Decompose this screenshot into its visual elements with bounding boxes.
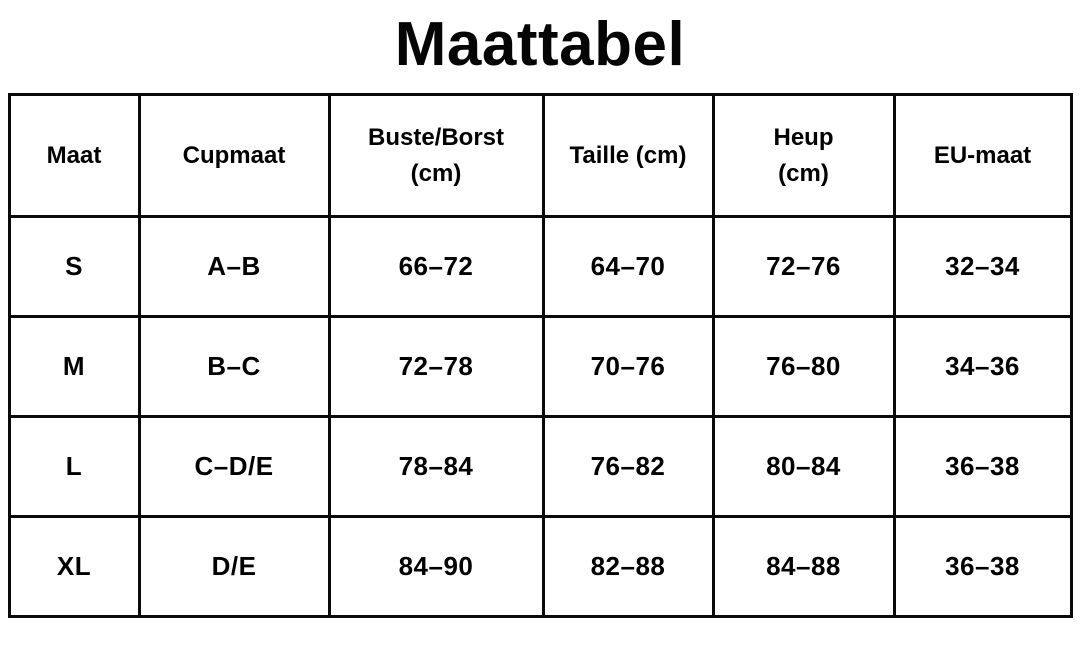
table-header-row: Maat Cupmaat Buste/Borst (cm) Taille (cm…: [7, 93, 1073, 219]
cell-eu-size: 36–38: [892, 415, 1073, 519]
cell-cup: D/E: [137, 515, 331, 619]
cell-waist: 64–70: [541, 215, 715, 319]
cell-hip: 80–84: [711, 415, 896, 519]
page-title: Maattabel: [394, 10, 686, 79]
cell-bust: 66–72: [327, 215, 545, 319]
cell-size: M: [7, 315, 141, 419]
table-row-xl: XL D/E 84–90 82–88 84–88 36–38: [7, 515, 1073, 619]
cell-size: S: [7, 215, 141, 319]
cell-cup: A–B: [137, 215, 331, 319]
column-header-eu-maat: EU-maat: [892, 93, 1073, 219]
cell-eu-size: 36–38: [892, 515, 1073, 619]
cell-waist: 82–88: [541, 515, 715, 619]
cell-waist: 76–82: [541, 415, 715, 519]
cell-size: XL: [7, 515, 141, 619]
table-row-m: M B–C 72–78 70–76 76–80 34–36: [7, 315, 1073, 419]
cell-hip: 84–88: [711, 515, 896, 619]
column-header-maat: Maat: [7, 93, 141, 219]
cell-bust: 78–84: [327, 415, 545, 519]
column-header-taille: Taille (cm): [541, 93, 715, 219]
cell-eu-size: 32–34: [892, 215, 1073, 319]
cell-hip: 76–80: [711, 315, 896, 419]
cell-bust: 84–90: [327, 515, 545, 619]
cell-hip: 72–76: [711, 215, 896, 319]
size-chart-table: Maat Cupmaat Buste/Borst (cm) Taille (cm…: [7, 93, 1073, 619]
cell-eu-size: 34–36: [892, 315, 1073, 419]
table-row-l: L C–D/E 78–84 76–82 80–84 36–38: [7, 415, 1073, 519]
column-header-buste-borst: Buste/Borst (cm): [327, 93, 545, 219]
cell-bust: 72–78: [327, 315, 545, 419]
cell-size: L: [7, 415, 141, 519]
cell-cup: B–C: [137, 315, 331, 419]
column-header-heup: Heup (cm): [711, 93, 896, 219]
column-header-cupmaat: Cupmaat: [137, 93, 331, 219]
cell-waist: 70–76: [541, 315, 715, 419]
table-row-s: S A–B 66–72 64–70 72–76 32–34: [7, 215, 1073, 319]
cell-cup: C–D/E: [137, 415, 331, 519]
